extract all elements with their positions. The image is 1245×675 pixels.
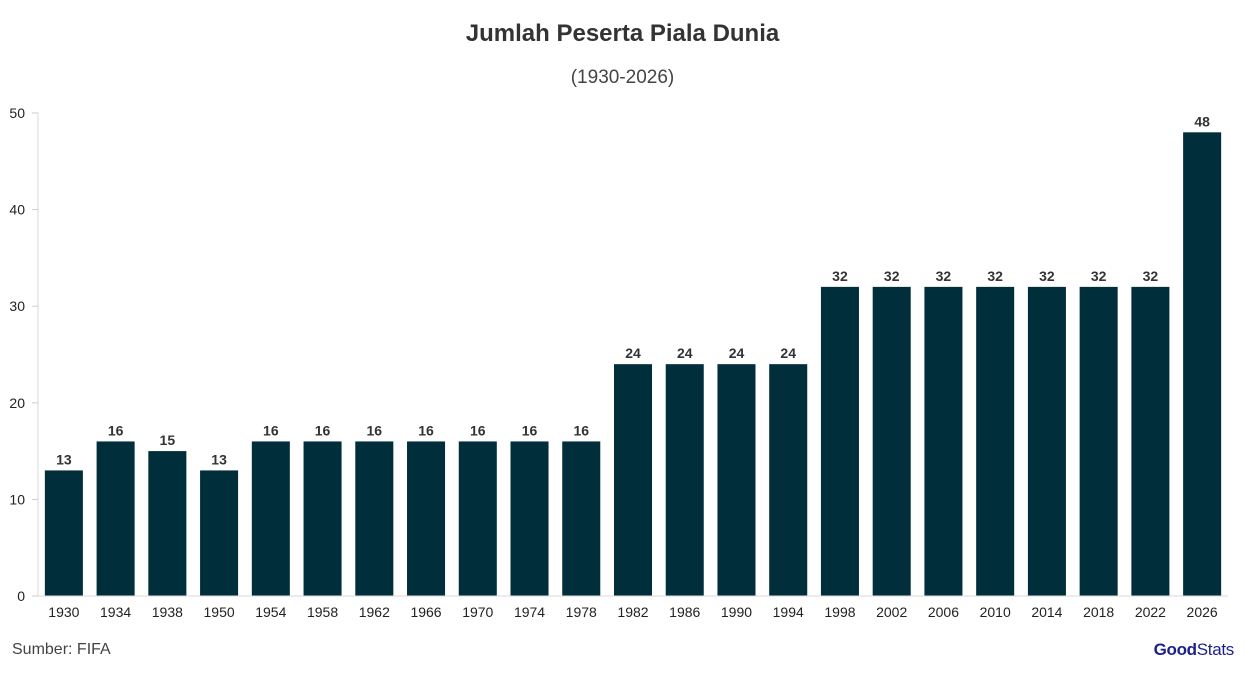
x-tick-label: 1986 [669,604,700,620]
bar-value-label: 16 [522,422,538,438]
bar-2026 [1183,132,1222,596]
bar-1990 [717,364,756,596]
bar-2002 [872,286,911,596]
bar-1934 [96,441,135,596]
bar-value-label: 32 [987,268,1003,284]
bar-labels: 13 16 15 13 16 16 16 16 16 16 16 24 24 24 24 32 32 32 32 32… [56,113,1210,467]
bar-1974 [510,441,549,596]
bar-1930 [44,470,83,596]
bar-value-label: 16 [573,422,589,438]
y-tick-label: 50 [9,105,25,121]
bar-1966 [407,441,446,596]
x-tick-label: 1958 [307,604,338,620]
x-tick-label: 1978 [566,604,597,620]
bar-chart: 0 10 20 30 40 50 13 16 15 13 16 16 16 16 16 16 16 24 24 24… [9,105,1228,620]
x-tick-label: 1994 [773,604,804,620]
x-tick-label: 1998 [824,604,855,620]
x-tick-label: 2018 [1083,604,1114,620]
bar-value-label: 16 [367,422,383,438]
bar-value-label: 32 [1039,268,1055,284]
y-tick-label: 20 [9,395,25,411]
x-tick-label: 2010 [980,604,1011,620]
bar-value-label: 32 [1143,268,1159,284]
bar-value-label: 32 [832,268,848,284]
bar-value-label: 24 [729,345,745,361]
y-tick-label: 40 [9,202,25,218]
bar-2006 [924,286,963,596]
bar-1958 [303,441,342,596]
bar-value-label: 16 [418,422,434,438]
bar-1986 [665,364,704,596]
bar-value-label: 13 [56,451,72,467]
bar-value-label: 16 [315,422,331,438]
x-tick-label: 2022 [1135,604,1166,620]
source-note: Sumber: FIFA [12,641,111,658]
x-tick-label: 1938 [152,604,183,620]
bar-value-label: 15 [160,432,176,448]
bar-value-label: 24 [677,345,693,361]
bar-2018 [1079,286,1118,596]
goodstats-logo: GoodStats [1153,640,1235,660]
bar-value-label: 16 [263,422,279,438]
bar-value-label: 32 [936,268,952,284]
y-tick-label: 0 [17,588,25,604]
bar-value-label: 16 [470,422,486,438]
bar-value-label: 24 [625,345,641,361]
x-tick-label: 2002 [876,604,907,620]
x-tick-label: 2006 [928,604,959,620]
y-tick-label: 10 [9,491,25,507]
x-tick-label: 2026 [1187,604,1218,620]
bar-1978 [562,441,601,596]
bars [44,132,1222,596]
bar-1962 [355,441,394,596]
chart-title: Jumlah Peserta Piala Dunia [465,20,780,47]
bar-value-label: 32 [1091,268,1107,284]
y-tick-label: 30 [9,298,25,314]
bar-1954 [251,441,290,596]
chart-subtitle: (1930-2026) [570,67,675,88]
bar-1950 [200,470,239,596]
bar-2022 [1131,286,1170,596]
bar-1994 [769,364,808,596]
x-tick-label: 1982 [617,604,648,620]
x-axis: 1930 1934 1938 1950 1954 1958 1962 1966 1970 1974… [38,595,1228,620]
x-tick-label: 1966 [410,604,441,620]
bar-value-label: 24 [780,345,796,361]
bar-2010 [976,286,1015,596]
x-tick-label: 1990 [721,604,752,620]
bar-value-label: 16 [108,422,124,438]
x-tick-label: 1934 [100,604,131,620]
x-tick-label: 1950 [204,604,235,620]
bar-1998 [820,286,859,596]
bar-1982 [613,364,653,596]
logo-stats-text: Stats [1196,640,1235,659]
x-tick-label: 1954 [255,604,286,620]
bar-value-label: 32 [884,268,900,284]
bar-2014 [1027,286,1066,596]
logo-good-text: Good [1153,640,1197,659]
x-tick-label: 1974 [514,604,545,620]
x-tick-label: 1970 [462,604,493,620]
bar-1970 [458,441,497,596]
y-axis: 0 10 20 30 40 50 [9,105,39,604]
x-tick-label: 1962 [359,604,390,620]
bar-value-label: 13 [211,451,227,467]
bar-value-label: 48 [1194,113,1210,129]
x-tick-label: 2014 [1031,604,1062,620]
x-tick-label: 1930 [48,604,79,620]
bar-1938 [148,451,187,596]
